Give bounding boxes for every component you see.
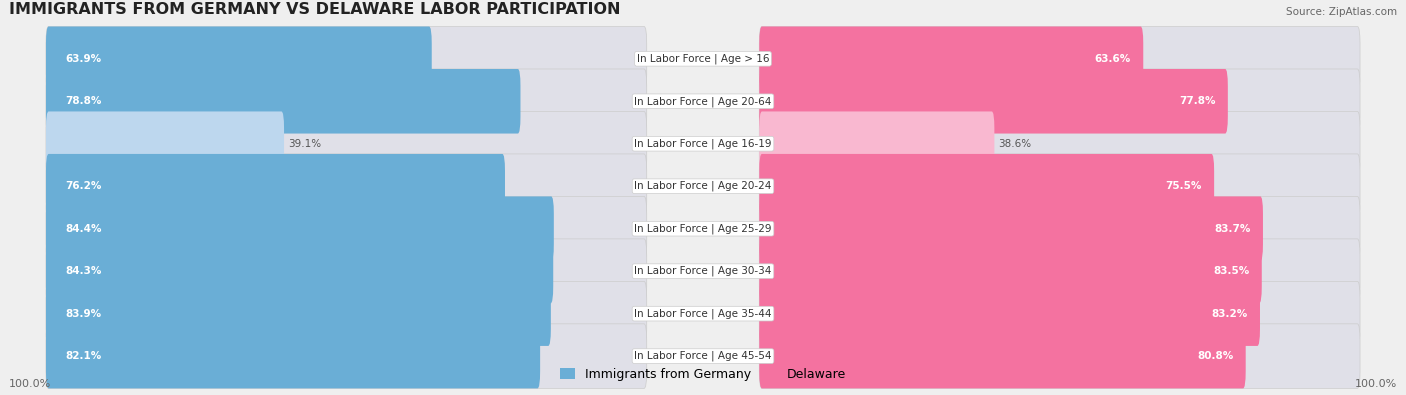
Text: IMMIGRANTS FROM GERMANY VS DELAWARE LABOR PARTICIPATION: IMMIGRANTS FROM GERMANY VS DELAWARE LABO… xyxy=(10,2,621,17)
FancyBboxPatch shape xyxy=(759,154,1215,218)
Text: In Labor Force | Age 45-54: In Labor Force | Age 45-54 xyxy=(634,351,772,361)
Legend: Immigrants from Germany, Delaware: Immigrants from Germany, Delaware xyxy=(555,363,851,386)
FancyBboxPatch shape xyxy=(759,111,994,176)
FancyBboxPatch shape xyxy=(759,239,1261,303)
Text: 83.5%: 83.5% xyxy=(1213,266,1250,276)
Text: In Labor Force | Age 20-64: In Labor Force | Age 20-64 xyxy=(634,96,772,107)
FancyBboxPatch shape xyxy=(46,154,505,218)
Text: 83.7%: 83.7% xyxy=(1215,224,1250,234)
Text: In Labor Force | Age 16-19: In Labor Force | Age 16-19 xyxy=(634,139,772,149)
FancyBboxPatch shape xyxy=(759,239,1360,303)
Text: 83.2%: 83.2% xyxy=(1212,308,1247,319)
Text: Source: ZipAtlas.com: Source: ZipAtlas.com xyxy=(1285,7,1396,17)
FancyBboxPatch shape xyxy=(759,111,1360,176)
FancyBboxPatch shape xyxy=(46,324,540,388)
FancyBboxPatch shape xyxy=(759,26,1360,91)
FancyBboxPatch shape xyxy=(46,154,647,218)
FancyBboxPatch shape xyxy=(759,154,1360,218)
Text: In Labor Force | Age 25-29: In Labor Force | Age 25-29 xyxy=(634,224,772,234)
FancyBboxPatch shape xyxy=(46,239,647,303)
Text: 84.3%: 84.3% xyxy=(65,266,101,276)
FancyBboxPatch shape xyxy=(46,69,647,134)
Text: 100.0%: 100.0% xyxy=(1354,379,1396,389)
FancyBboxPatch shape xyxy=(46,26,432,91)
FancyBboxPatch shape xyxy=(759,324,1246,388)
FancyBboxPatch shape xyxy=(759,324,1360,388)
Text: 76.2%: 76.2% xyxy=(65,181,101,191)
FancyBboxPatch shape xyxy=(46,239,553,303)
FancyBboxPatch shape xyxy=(46,196,647,261)
FancyBboxPatch shape xyxy=(759,69,1360,134)
Text: 77.8%: 77.8% xyxy=(1178,96,1215,106)
FancyBboxPatch shape xyxy=(46,324,647,388)
FancyBboxPatch shape xyxy=(46,111,647,176)
FancyBboxPatch shape xyxy=(759,196,1263,261)
Text: 83.9%: 83.9% xyxy=(65,308,101,319)
FancyBboxPatch shape xyxy=(46,281,647,346)
Text: In Labor Force | Age 35-44: In Labor Force | Age 35-44 xyxy=(634,308,772,319)
Text: In Labor Force | Age 30-34: In Labor Force | Age 30-34 xyxy=(634,266,772,276)
Text: 39.1%: 39.1% xyxy=(288,139,321,149)
FancyBboxPatch shape xyxy=(759,26,1143,91)
Text: 63.6%: 63.6% xyxy=(1095,54,1130,64)
Text: 100.0%: 100.0% xyxy=(10,379,52,389)
FancyBboxPatch shape xyxy=(46,196,554,261)
FancyBboxPatch shape xyxy=(46,111,284,176)
Text: 80.8%: 80.8% xyxy=(1197,351,1233,361)
FancyBboxPatch shape xyxy=(46,69,520,134)
Text: 84.4%: 84.4% xyxy=(65,224,101,234)
FancyBboxPatch shape xyxy=(759,196,1360,261)
FancyBboxPatch shape xyxy=(759,281,1360,346)
Text: 78.8%: 78.8% xyxy=(65,96,101,106)
Text: 38.6%: 38.6% xyxy=(998,139,1032,149)
Text: In Labor Force | Age 20-24: In Labor Force | Age 20-24 xyxy=(634,181,772,192)
Text: 75.5%: 75.5% xyxy=(1166,181,1202,191)
Text: 63.9%: 63.9% xyxy=(65,54,101,64)
Text: In Labor Force | Age > 16: In Labor Force | Age > 16 xyxy=(637,54,769,64)
Text: 82.1%: 82.1% xyxy=(65,351,101,361)
FancyBboxPatch shape xyxy=(46,26,647,91)
FancyBboxPatch shape xyxy=(759,281,1260,346)
FancyBboxPatch shape xyxy=(759,69,1227,134)
FancyBboxPatch shape xyxy=(46,281,551,346)
